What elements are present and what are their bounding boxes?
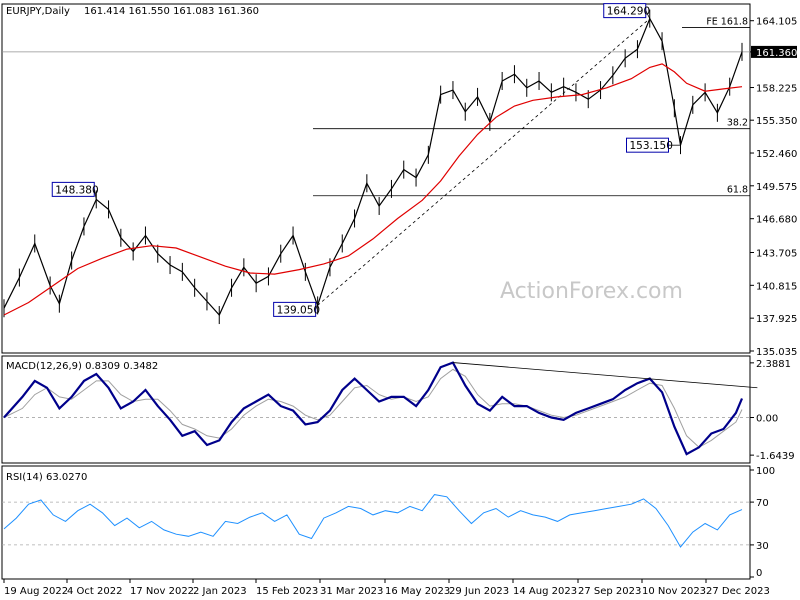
date-axis-label: 16 May 2023: [385, 586, 450, 597]
date-axis-label: 2 Jan 2023: [193, 586, 247, 597]
macd-y-tick-label: 0.00: [756, 414, 778, 425]
rsi-y-tick-label: 100: [756, 466, 775, 477]
date-axis-label: 4 Oct 2022: [67, 586, 122, 597]
last-price-marker: [751, 45, 797, 58]
price-y-tick-label: 155.350: [756, 116, 797, 127]
price-y-tick-label: 137.925: [756, 314, 797, 325]
price-y-tick-label: 164.105: [756, 17, 797, 28]
date-axis-label: 19 Aug 2022: [4, 586, 68, 597]
price-y-tick-label: 161.360: [756, 48, 797, 59]
rsi-panel-frame: [1, 465, 751, 580]
price-line: [3, 17, 743, 317]
price-y-tick-label: 149.575: [756, 182, 797, 193]
macd-y-tick-label: -1.6439: [756, 451, 795, 462]
price-annotation-label: 153.150: [630, 140, 673, 152]
price-annotation-label: 148.380: [55, 184, 98, 196]
rsi-line: [3, 494, 743, 548]
price-y-tick-label: 152.460: [756, 149, 797, 160]
macd-panel: 2.3881 0.00 -1.6439: [2, 359, 795, 462]
macd-trendline: [452, 362, 758, 389]
date-axis-label: 27 Dec 2023: [706, 586, 770, 597]
macd-panel-frame: [1, 355, 751, 464]
price-y-tick-label: 140.815: [756, 281, 797, 292]
macd-y-tick-label: 2.3881: [756, 359, 791, 370]
price-y-tick-label: 143.705: [756, 248, 797, 259]
date-axis-label: 17 Nov 2022: [130, 586, 194, 597]
price-annotation-leader: [93, 189, 97, 200]
price-annotation-leader: [315, 305, 319, 310]
fib-level-label: 61.8: [727, 185, 748, 196]
date-axis-label: 29 Jun 2023: [449, 586, 509, 597]
price-annotation-label: 139.050: [277, 304, 320, 316]
rsi-panel-title: RSI(14) 63.0270: [6, 472, 87, 483]
rsi-y-tick-label: 70: [756, 498, 769, 509]
date-axis-label: 10 Nov 2023: [642, 586, 706, 597]
macd-panel-title: MACD(12,26,9) 0.8309 0.3482: [6, 361, 158, 372]
price-panel-frame: [1, 3, 751, 354]
dashed-trendline: [317, 18, 651, 306]
rsi-panel: 100 70 30 0: [2, 466, 775, 579]
price-y-tick-label: 146.680: [756, 215, 797, 226]
date-axis-label: 31 Mar 2023: [320, 586, 383, 597]
fib-level-label: 38.2: [727, 118, 748, 129]
date-axis-label: 27 Sep 2023: [578, 586, 641, 597]
price-y-tick-label: 135.035: [756, 347, 797, 358]
date-axis-label: 14 Aug 2023: [513, 586, 577, 597]
rsi-y-tick-label: 0: [756, 568, 762, 579]
chart-header-ohlc: 161.414 161.550 161.083 161.360: [84, 6, 259, 17]
price-annotation-leader: [645, 10, 651, 19]
macd-signal-line: [3, 368, 743, 448]
fib-level-label: FE 161.8: [706, 17, 748, 28]
price-annotation-label: 164.290: [607, 6, 650, 18]
date-axis-label: 15 Feb 2023: [256, 586, 318, 597]
chart-header-symbol: EURJPY,Daily: [6, 6, 70, 17]
moving-average-line: [3, 63, 743, 316]
watermark: ActionForex.com: [500, 279, 683, 304]
price-y-tick-label: 158.225: [756, 84, 797, 95]
price-panel: 164.105 161.360 158.225 155.350 152.460 149.5…: [2, 3, 797, 358]
rsi-y-tick-label: 30: [756, 541, 769, 552]
macd-line: [3, 361, 744, 456]
